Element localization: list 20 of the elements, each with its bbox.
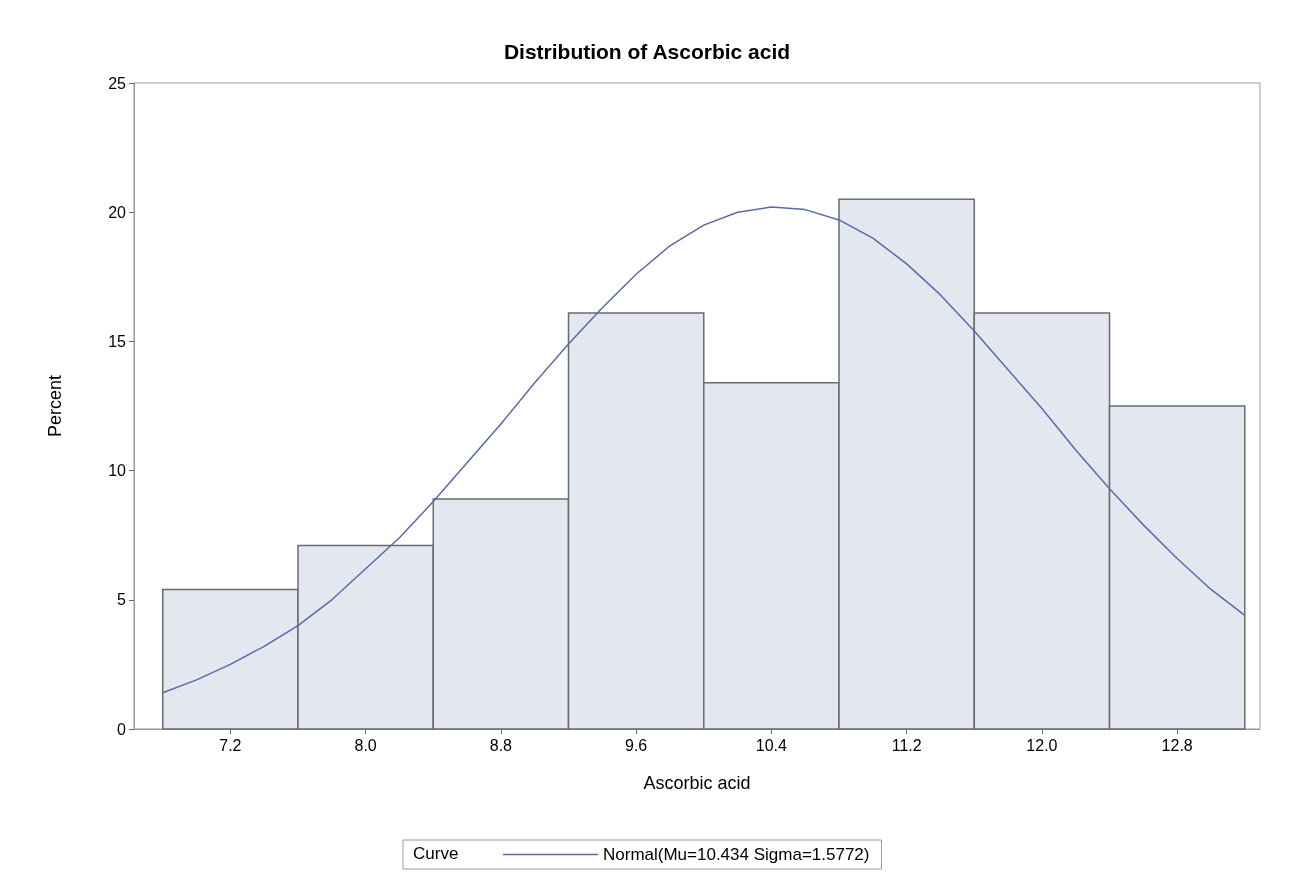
x-tick-label: 12.8 (1161, 736, 1193, 754)
y-tick-label: 15 (108, 332, 127, 350)
x-tick-label: 8.8 (489, 736, 513, 754)
x-axis-title: Ascorbic acid (643, 773, 751, 793)
x-tick-label: 8.0 (354, 736, 377, 754)
y-axis-title: Percent (45, 374, 65, 438)
x-tick-label: 10.4 (755, 736, 788, 754)
y-tick-label: 20 (108, 203, 127, 221)
y-tick-label: 5 (117, 591, 127, 609)
line-series (161, 206, 1246, 694)
legend-title: Curve (413, 844, 459, 863)
y-tick-label: 10 (108, 462, 127, 480)
x-tick-label: 11.2 (891, 736, 922, 754)
chart-title: Distribution of Ascorbic acid (503, 40, 791, 63)
y-tick-label: 0 (117, 720, 127, 738)
text: Normal(Mu=10.434 Sigma=1.5772) (603, 845, 870, 864)
y-tick-label: 25 (108, 74, 127, 92)
x-tick-label: 9.6 (625, 736, 648, 754)
x-tick-label: 12.0 (1026, 736, 1058, 754)
x-tick-label: 7.2 (219, 736, 242, 754)
